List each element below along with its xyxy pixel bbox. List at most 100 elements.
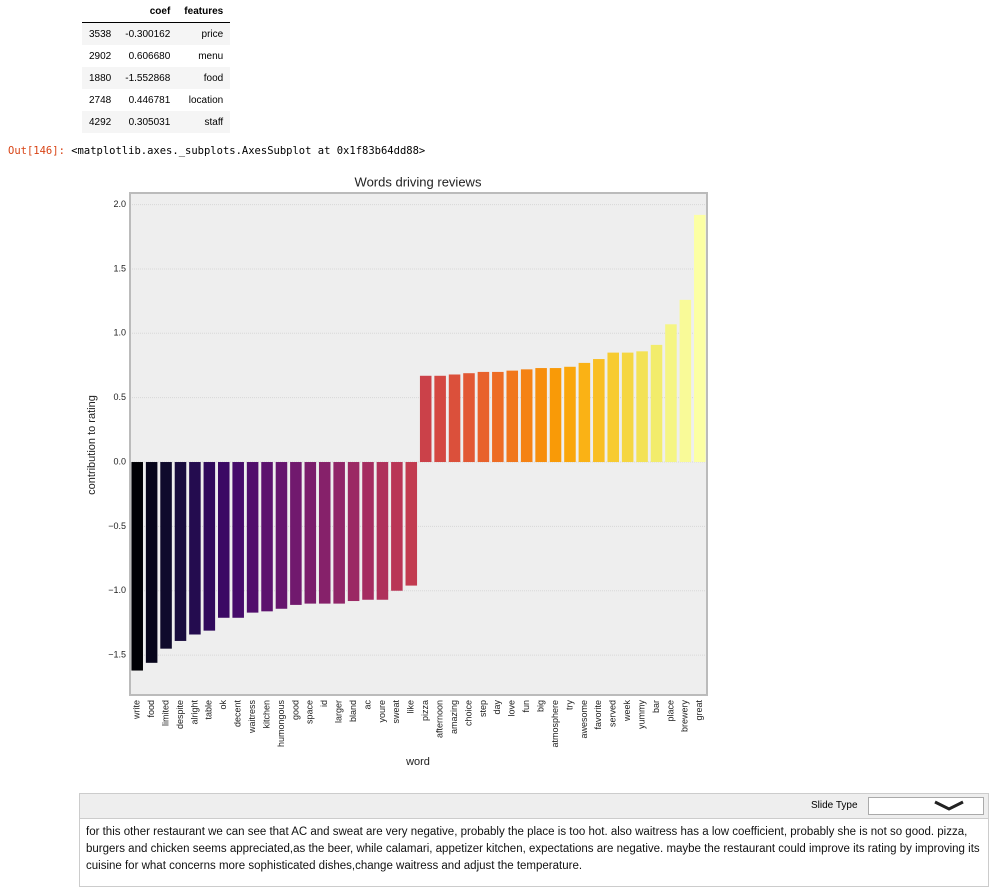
x-tick-label: larger [334,700,344,723]
x-tick-label: write [132,700,142,720]
bar [607,352,620,463]
y-tick-label: 0.5 [113,392,126,402]
bar [636,351,648,463]
x-tick-label: big [535,700,545,712]
bar [520,369,533,463]
cell: 0.606680 [128,50,171,62]
bar [492,371,504,463]
bar [621,352,634,463]
x-tick-label: like [406,700,416,714]
x-tick-label: sweat [391,700,401,724]
cell: 0.446781 [128,94,171,106]
bar [189,462,201,635]
slide-type-label: Slide Type [811,800,858,811]
bar [405,462,418,586]
x-tick-label: alright [189,700,199,725]
x-tick-label: brewery [680,700,690,733]
cell-toolbar: Slide Type [80,794,988,819]
cell: 4292 [89,116,112,128]
plot-frame [129,192,708,696]
chart-title: Words driving reviews [355,174,482,189]
column-header: features [177,0,231,23]
bar [650,344,663,463]
bar [347,462,360,602]
x-tick-label: yummy [636,700,646,729]
cell: 2748 [89,94,112,106]
y-tick-label: −1.0 [108,585,126,595]
cell: location [188,94,224,106]
bar [362,462,374,600]
markdown-text: for this other restaurant we can see tha… [86,826,980,872]
column-header: coef [118,0,178,23]
output-text: <matplotlib.axes._subplots.AxesSubplot a… [71,145,426,157]
output: Out[146]: <matplotlib.axes._subplots.Axe… [8,145,425,157]
x-tick-label: choice [463,700,473,726]
bar [477,371,490,463]
x-tick-label: afternoon [435,700,445,738]
x-tick-label: try [564,700,574,710]
bar [261,462,273,612]
y-tick-label: −1.5 [108,649,126,659]
bar [203,462,216,631]
index-header [82,0,119,23]
cell: -1.552868 [125,72,171,84]
x-tick-label: decent [233,700,243,728]
markdown-cell[interactable]: Slide Type for this other restaurant we … [79,793,989,887]
x-tick-label: bar [651,700,661,713]
x-tick-label: waitress [247,700,257,735]
x-tick-label: kitchen [261,700,271,729]
x-tick-label: pizza [420,700,430,721]
cell: 0.305031 [128,116,171,128]
x-tick-label: place [665,700,675,722]
bar [174,462,187,641]
cell: price [201,28,224,40]
cell: 1880 [89,72,112,84]
bar [391,462,403,591]
x-tick-label: id [319,700,329,707]
x-tick-label: served [608,700,618,727]
chart: Words driving reviews word contribution … [86,174,708,768]
x-tick-label: space [305,700,315,724]
x-tick-label: despite [175,700,185,729]
bar [246,462,259,613]
bar [419,375,432,463]
x-tick-label: atmosphere [550,700,560,748]
y-tick-label: 0.0 [113,456,126,466]
bar [275,462,288,609]
bar [593,359,605,463]
bar [160,462,172,649]
bar [448,374,461,463]
bar [694,214,706,463]
plot-area [130,193,707,695]
bar [679,299,692,463]
x-tick-label: bland [348,700,358,722]
bar [535,368,547,463]
bar [318,462,331,604]
x-tick-label: fun [521,700,531,713]
bar [232,462,244,618]
bar [217,462,230,618]
bar [376,462,389,600]
cell: 3538 [89,28,112,40]
x-tick-label: table [204,700,214,720]
bar [304,462,317,604]
header-row: coef features [82,0,231,23]
slide-type-select[interactable] [868,797,984,815]
bar [131,462,143,671]
bar [434,375,446,463]
cell: -0.300162 [125,28,171,40]
y-tick-label: 1.5 [113,263,126,273]
x-tick-label: ok [218,700,228,710]
bar [549,368,562,463]
bar [578,362,591,463]
x-tick-label: great [694,700,704,721]
y-axis-label: contribution to rating [86,395,98,495]
y-tick-label: 1.0 [113,328,126,338]
x-tick-label: awesome [579,700,589,739]
y-tick-label: 2.0 [113,199,126,209]
cell: menu [198,50,224,62]
bar [145,462,158,663]
x-tick-label: limited [160,700,170,726]
row: 1880 -1.552868 food [82,67,231,89]
x-tick-label: ac [362,700,372,710]
